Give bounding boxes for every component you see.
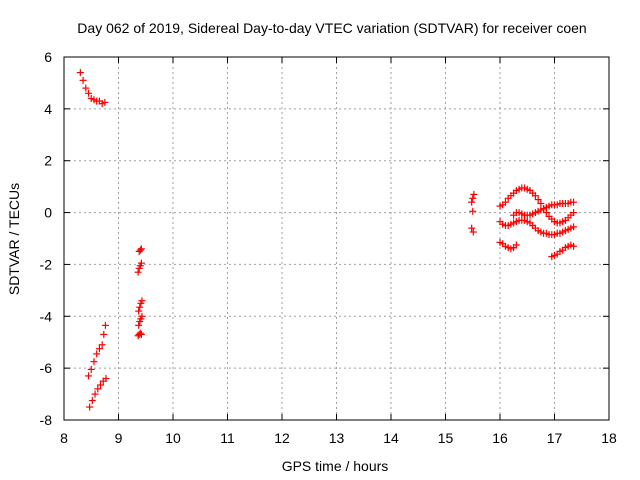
x-tick-label: 15 bbox=[438, 430, 454, 446]
y-tick-label: -2 bbox=[40, 256, 53, 272]
chart-title: Day 062 of 2019, Sidereal Day-to-day VTE… bbox=[77, 20, 586, 36]
data-point bbox=[135, 307, 143, 315]
y-tick-label: -6 bbox=[40, 360, 53, 376]
data-point bbox=[537, 199, 545, 207]
data-point bbox=[570, 242, 578, 250]
data-point bbox=[534, 196, 542, 204]
data-point bbox=[468, 198, 476, 206]
y-tick-label: 0 bbox=[44, 205, 52, 221]
data-point bbox=[469, 194, 477, 202]
data-point bbox=[135, 321, 143, 329]
data-point bbox=[470, 190, 478, 198]
y-tick-label: 4 bbox=[44, 101, 52, 117]
data-point bbox=[88, 397, 96, 405]
data-point bbox=[90, 358, 98, 366]
y-tick-label: -8 bbox=[40, 412, 53, 428]
y-tick-label: -4 bbox=[40, 308, 53, 324]
x-tick-label: 9 bbox=[115, 430, 123, 446]
data-point bbox=[94, 385, 102, 393]
data-point bbox=[82, 84, 90, 92]
data-point bbox=[95, 345, 103, 353]
data-point bbox=[87, 365, 95, 373]
data-points bbox=[76, 69, 578, 411]
data-point bbox=[138, 312, 146, 320]
data-point bbox=[91, 390, 99, 398]
data-point bbox=[101, 98, 109, 106]
data-point bbox=[85, 372, 93, 380]
data-point bbox=[97, 381, 105, 389]
x-tick-label: 17 bbox=[547, 430, 563, 446]
data-point bbox=[512, 241, 520, 249]
x-tick-label: 10 bbox=[165, 430, 181, 446]
data-point bbox=[98, 341, 106, 349]
data-point bbox=[570, 198, 578, 206]
axis-tick-labels: 8 9 10 11 12 13 14 15 16 17 18 -8 -6 -4 -2 0 2 4 6 bbox=[40, 49, 617, 446]
grid-lines bbox=[64, 57, 609, 420]
data-point bbox=[93, 350, 101, 358]
data-point bbox=[501, 198, 509, 206]
data-point bbox=[468, 224, 476, 232]
x-tick-label: 8 bbox=[60, 430, 68, 446]
data-point bbox=[469, 207, 477, 215]
y-tick-label: 6 bbox=[44, 49, 52, 65]
data-point bbox=[76, 69, 84, 77]
data-point bbox=[137, 245, 145, 253]
y-axis-label: SDTVAR / TECUs bbox=[6, 183, 22, 295]
data-point bbox=[136, 303, 144, 311]
x-tick-label: 13 bbox=[329, 430, 345, 446]
data-point bbox=[570, 209, 578, 217]
data-point bbox=[137, 259, 145, 267]
data-point bbox=[570, 223, 578, 231]
x-tick-label: 14 bbox=[383, 430, 399, 446]
x-tick-label: 12 bbox=[274, 430, 290, 446]
x-tick-label: 16 bbox=[492, 430, 508, 446]
x-tick-label: 11 bbox=[220, 430, 235, 446]
axis-ticks bbox=[63, 56, 610, 421]
data-point bbox=[101, 321, 109, 329]
data-point bbox=[531, 192, 539, 200]
x-axis-label: GPS time / hours bbox=[282, 458, 389, 474]
data-point bbox=[79, 76, 87, 84]
y-tick-label: 2 bbox=[44, 153, 52, 169]
data-point bbox=[136, 329, 144, 337]
data-point bbox=[86, 403, 94, 411]
data-point bbox=[138, 297, 146, 305]
data-point bbox=[100, 330, 108, 338]
data-point bbox=[102, 375, 110, 383]
data-point bbox=[469, 228, 477, 236]
data-point bbox=[134, 268, 142, 276]
x-tick-label: 18 bbox=[601, 430, 617, 446]
data-point bbox=[137, 330, 145, 338]
data-point bbox=[85, 89, 93, 97]
data-point bbox=[136, 246, 144, 254]
